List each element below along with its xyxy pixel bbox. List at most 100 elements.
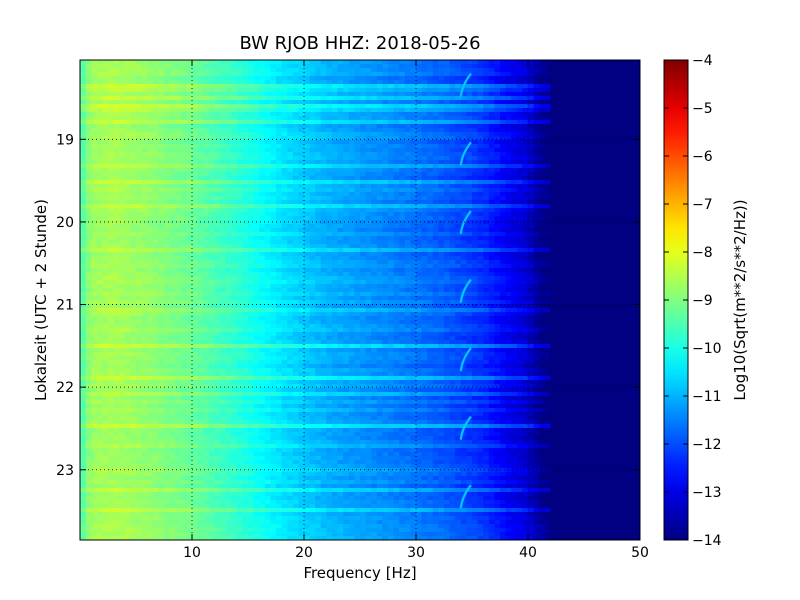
heatmap-cell <box>410 140 417 145</box>
heatmap-cell <box>584 192 591 197</box>
heatmap-cell <box>578 216 585 221</box>
heatmap-cell <box>96 116 103 121</box>
heatmap-cell <box>113 68 120 73</box>
heatmap-cell <box>528 224 535 229</box>
heatmap-cell <box>292 216 299 221</box>
heatmap-cell <box>287 68 294 73</box>
heatmap-cell <box>432 104 439 109</box>
heatmap-cell <box>595 248 602 253</box>
heatmap-cell <box>505 172 512 177</box>
heatmap-cell <box>203 64 210 69</box>
heatmap-cell <box>80 212 87 217</box>
heatmap-cell <box>214 148 221 153</box>
heatmap-cell <box>270 200 277 205</box>
heatmap-cell <box>421 244 428 249</box>
heatmap-cell <box>186 196 193 201</box>
heatmap-cell <box>343 104 350 109</box>
heatmap-cell <box>404 244 411 249</box>
heatmap-cell <box>298 92 305 97</box>
heatmap-cell <box>264 64 271 69</box>
heatmap-cell <box>634 84 640 89</box>
heatmap-cell <box>550 192 557 197</box>
heatmap-cell <box>253 148 260 153</box>
heatmap-cell <box>360 216 367 221</box>
heatmap-cell <box>589 224 596 229</box>
heatmap-cell <box>572 84 579 89</box>
heatmap-cell <box>225 100 232 105</box>
heatmap-cell <box>197 200 204 205</box>
heatmap-cell <box>197 92 204 97</box>
heatmap-cell <box>466 192 473 197</box>
heatmap-cell <box>236 88 243 93</box>
heatmap-cell <box>432 88 439 93</box>
heatmap-cell <box>584 72 591 77</box>
heatmap-cell <box>208 160 215 165</box>
heatmap-cell <box>225 144 232 149</box>
heatmap-cell <box>528 156 535 161</box>
heatmap-cell <box>550 112 557 117</box>
heatmap-cell <box>96 128 103 133</box>
heatmap-cell <box>432 156 439 161</box>
heatmap-cell <box>421 76 428 81</box>
heatmap-cell <box>455 148 462 153</box>
heatmap-cell <box>472 116 479 121</box>
heatmap-cell <box>85 256 92 261</box>
heatmap-cell <box>365 252 372 257</box>
heatmap-cell <box>416 212 423 217</box>
heatmap-cell <box>108 128 115 133</box>
heatmap-cell <box>292 140 299 145</box>
heatmap-cell <box>343 152 350 157</box>
heatmap-cell <box>572 68 579 73</box>
heatmap-cell <box>444 172 451 177</box>
heatmap-cell <box>522 68 529 73</box>
heatmap-cell <box>348 72 355 77</box>
heatmap-cell <box>410 136 417 141</box>
heatmap-cell <box>102 152 109 157</box>
heatmap-cell <box>102 136 109 141</box>
heatmap-cell <box>304 144 311 149</box>
heatmap-cell <box>634 92 640 97</box>
heatmap-cell <box>623 80 630 85</box>
heatmap-cell <box>556 92 563 97</box>
heatmap-cell <box>393 84 400 89</box>
heatmap-cell <box>399 252 406 257</box>
heatmap-cell <box>164 72 171 77</box>
heatmap-cell <box>444 208 451 213</box>
heatmap-cell <box>141 100 148 105</box>
heatmap-cell <box>533 120 540 125</box>
heatmap-cell <box>96 92 103 97</box>
heatmap-cell <box>488 168 495 173</box>
heatmap-cell <box>572 172 579 177</box>
heatmap-cell <box>298 252 305 257</box>
heatmap-cell <box>270 72 277 77</box>
heatmap-cell <box>180 180 187 185</box>
heatmap-cell <box>337 188 344 193</box>
heatmap-cell <box>298 104 305 109</box>
heatmap-cell <box>634 96 640 101</box>
heatmap-cell <box>399 120 406 125</box>
heatmap-cell <box>108 112 115 117</box>
heatmap-cell <box>533 80 540 85</box>
heatmap-cell <box>556 248 563 253</box>
heatmap-cell <box>287 244 294 249</box>
heatmap-cell <box>309 124 316 129</box>
heatmap-cell <box>578 160 585 165</box>
heatmap-cell <box>365 72 372 77</box>
heatmap-cell <box>332 160 339 165</box>
heatmap-cell <box>158 128 165 133</box>
heatmap-cell <box>248 184 255 189</box>
heatmap-cell <box>309 176 316 181</box>
heatmap-cell <box>623 164 630 169</box>
heatmap-cell <box>231 112 238 117</box>
heatmap-cell <box>572 252 579 257</box>
heatmap-cell <box>589 64 596 69</box>
heatmap-cell <box>292 160 299 165</box>
heatmap-cell <box>376 212 383 217</box>
heatmap-cell <box>371 172 378 177</box>
heatmap-cell <box>292 84 299 89</box>
heatmap-cell <box>449 92 456 97</box>
heatmap-cell <box>298 60 305 65</box>
heatmap-cell <box>438 248 445 253</box>
heatmap-cell <box>298 256 305 261</box>
heatmap-cell <box>371 192 378 197</box>
